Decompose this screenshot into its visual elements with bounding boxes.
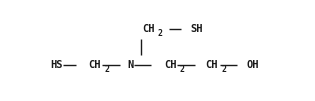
Text: SH: SH [191,24,203,34]
Text: CH: CH [142,24,154,34]
Text: N: N [127,60,134,70]
Text: 2: 2 [180,65,185,74]
Text: CH: CH [205,60,218,70]
Text: OH: OH [247,60,259,70]
Text: CH: CH [164,60,176,70]
Text: 2: 2 [221,65,226,74]
Text: 2: 2 [104,65,109,74]
Text: 2: 2 [158,29,163,38]
Text: CH: CH [88,60,101,70]
Text: HS: HS [50,60,63,70]
